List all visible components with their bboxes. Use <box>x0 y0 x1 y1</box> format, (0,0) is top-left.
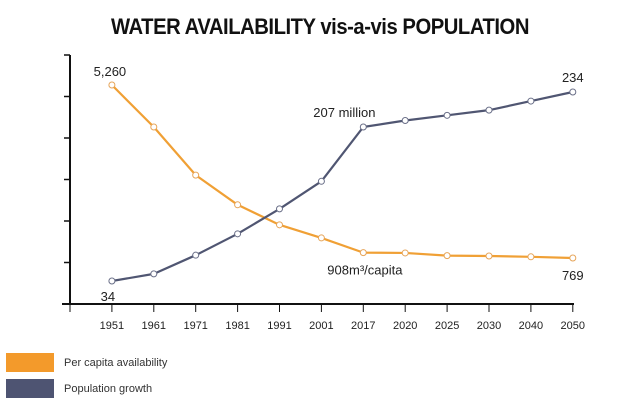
series-line-per-capita <box>111 84 573 260</box>
legend-label-population: Population growth <box>64 382 153 395</box>
x-tick-label: 2040 <box>519 320 543 332</box>
legend-label-per-capita: Per capita availability <box>64 356 168 369</box>
x-tick-label: 2017 <box>351 320 375 332</box>
legend-swatch-per-capita <box>6 353 54 372</box>
data-point-population <box>527 97 535 105</box>
series-line-population <box>111 90 574 283</box>
data-point-population <box>485 106 493 114</box>
x-tick-label: 2050 <box>561 320 585 332</box>
data-label: 207 million <box>313 105 375 120</box>
series-lines <box>111 84 574 283</box>
data-point-per-capita <box>276 221 283 229</box>
x-tick-label: 2020 <box>393 320 417 332</box>
data-point-population <box>569 88 577 96</box>
data-label: 5,260 <box>94 64 127 79</box>
x-tick-label: 1961 <box>142 320 166 332</box>
data-point-population <box>192 251 200 259</box>
data-point-per-capita <box>192 171 200 179</box>
data-point-population <box>108 277 116 285</box>
data-label: 34 <box>101 289 115 304</box>
chart-title: WATER AVAILABILITY vis-a-vis POPULATION <box>110 14 529 39</box>
data-label: 769 <box>562 268 584 283</box>
data-point-population <box>150 270 158 278</box>
data-point-per-capita <box>234 201 242 209</box>
data-point-per-capita <box>359 249 367 257</box>
data-point-per-capita <box>569 254 577 262</box>
data-point-population <box>401 117 409 125</box>
legend-swatch-population <box>6 379 54 398</box>
data-point-per-capita <box>108 81 116 89</box>
data-point-population <box>359 123 367 131</box>
series-points <box>108 81 577 285</box>
data-point-population <box>317 177 325 185</box>
data-point-per-capita <box>317 234 325 242</box>
data-label: 908m³/capita <box>327 263 403 278</box>
x-tick-label: 2025 <box>435 320 459 332</box>
data-point-per-capita <box>443 252 451 260</box>
x-tick-label: 1991 <box>267 320 291 332</box>
x-tick-label: 1981 <box>225 320 249 332</box>
data-point-per-capita <box>527 253 535 261</box>
data-point-per-capita <box>485 252 493 260</box>
data-point-per-capita <box>401 249 409 257</box>
annotations: 5,260 908m³/capita 769 34 207 million 234 <box>94 64 584 304</box>
axes <box>62 54 574 305</box>
x-tick-label: 2001 <box>309 320 333 332</box>
x-tick-label: 1971 <box>183 320 207 332</box>
legend-item-population: Population growth <box>6 379 152 398</box>
data-point-population <box>443 111 451 119</box>
x-tick-label: 1951 <box>100 320 124 332</box>
legend-item-per-capita: Per capita availability <box>6 353 167 372</box>
data-point-population <box>234 230 242 238</box>
x-ticks: 1951 1961 1971 1981 1991 2001 2017 2020 2025 2030… <box>69 304 585 332</box>
data-point-per-capita <box>150 123 158 131</box>
x-tick-label: 2030 <box>477 320 501 332</box>
data-point-population <box>276 205 283 213</box>
data-label: 234 <box>562 70 584 85</box>
